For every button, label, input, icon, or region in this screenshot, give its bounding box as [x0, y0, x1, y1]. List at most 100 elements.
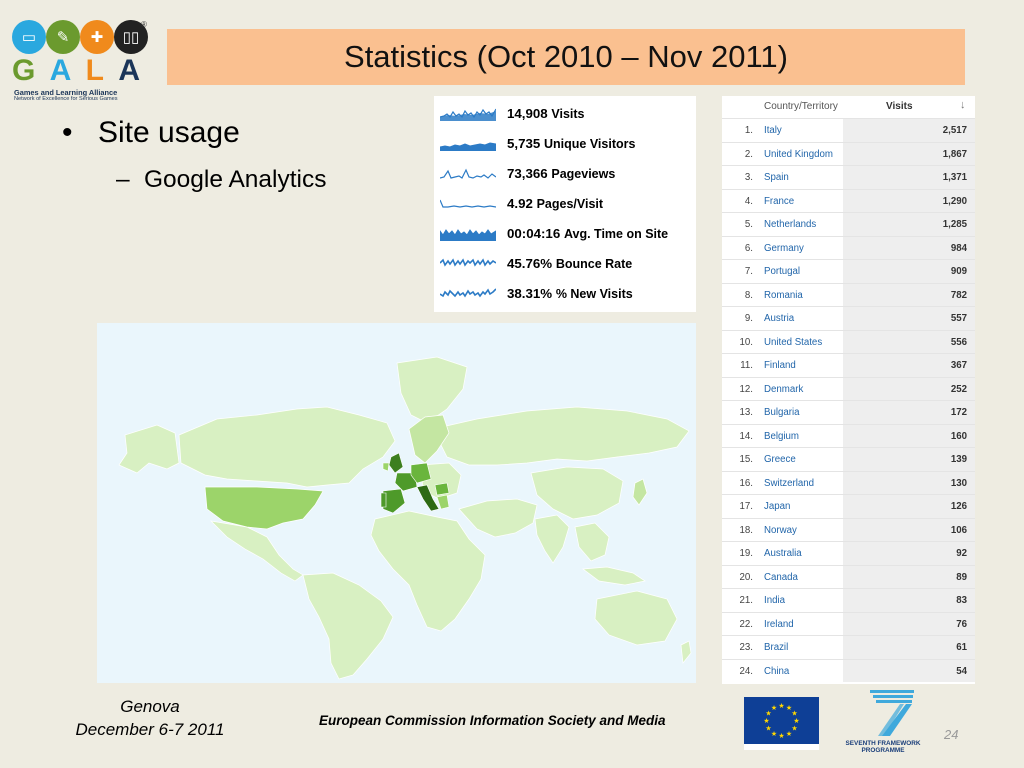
- stat-label: Visits: [551, 106, 585, 121]
- header-visits[interactable]: Visits: [886, 101, 913, 112]
- stat-value: 73,366: [507, 165, 548, 181]
- row-index: 6.: [744, 242, 753, 254]
- row-index: 8.: [744, 289, 753, 301]
- table-row[interactable]: 3. Spain 1,371: [722, 165, 975, 189]
- visits-value: 126: [950, 501, 967, 512]
- country-link[interactable]: Brazil: [764, 642, 789, 653]
- visits-cell: 2,517: [843, 119, 975, 142]
- country-link[interactable]: Spain: [764, 172, 789, 183]
- bullet-text: Google Analytics: [144, 166, 327, 193]
- table-row[interactable]: 15. Greece 139: [722, 447, 975, 471]
- country-link[interactable]: Denmark: [764, 383, 804, 395]
- visits-value: 61: [956, 642, 967, 653]
- logo-wordmark: G A L A: [12, 56, 142, 86]
- country-link[interactable]: Portugal: [764, 266, 801, 277]
- table-row[interactable]: 4. France 1,290: [722, 188, 975, 212]
- fp7-line2: PROGRAMME: [861, 747, 905, 754]
- row-index: 4.: [744, 195, 753, 207]
- country-link[interactable]: United States: [764, 336, 823, 348]
- table-row[interactable]: 6. Germany 984: [722, 235, 975, 259]
- table-row[interactable]: 10. United States 556: [722, 329, 975, 353]
- visits-cell: 1,371: [843, 166, 975, 189]
- table-row[interactable]: 14. Belgium 160: [722, 423, 975, 447]
- table-row[interactable]: 19. Australia 92: [722, 541, 975, 565]
- eu-star-icon: ★: [786, 730, 792, 738]
- table-row[interactable]: 11. Finland 367: [722, 353, 975, 377]
- table-row[interactable]: 5. Netherlands 1,285: [722, 212, 975, 236]
- table-row[interactable]: 22. Ireland 76: [722, 611, 975, 635]
- country-link[interactable]: France: [764, 195, 795, 207]
- table-row[interactable]: 7. Portugal 909: [722, 259, 975, 283]
- table-row[interactable]: 1. Italy 2,517: [722, 118, 975, 142]
- eu-star-icon: ★: [793, 717, 799, 725]
- country-link[interactable]: Switzerland: [764, 477, 815, 489]
- visits-value: 139: [950, 454, 967, 465]
- country-link[interactable]: Greece: [764, 454, 796, 465]
- country-link[interactable]: India: [764, 595, 786, 606]
- table-row[interactable]: 8. Romania 782: [722, 282, 975, 306]
- sparkline-time-on-site: [440, 229, 496, 241]
- logo-letter: A: [49, 54, 74, 87]
- table-row[interactable]: 13. Bulgaria 172: [722, 400, 975, 424]
- footer-place: Genova: [120, 697, 180, 716]
- stat-text: 4.92 Pages/Visit: [507, 196, 603, 211]
- footer-commission: European Commission Information Society …: [319, 713, 666, 728]
- stat-value: 00:04:16: [507, 225, 561, 241]
- table-row[interactable]: 17. Japan 126: [722, 494, 975, 518]
- stat-row: 4.92 Pages/Visit: [434, 190, 696, 216]
- country-link[interactable]: Finland: [764, 360, 796, 371]
- stat-text: 45.76% Bounce Rate: [507, 256, 632, 271]
- monitor-icon: ▭: [12, 20, 46, 54]
- table-row[interactable]: 16. Switzerland 130: [722, 470, 975, 494]
- slide-title: Statistics (Oct 2010 – Nov 2011): [344, 39, 788, 74]
- country-link[interactable]: Austria: [764, 313, 795, 324]
- world-map-graphic: [118, 356, 692, 680]
- visits-value: 160: [950, 430, 967, 442]
- page-number: 24: [944, 727, 959, 742]
- map-region-uk: [388, 452, 404, 474]
- table-row[interactable]: 2. United Kingdom 1,867: [722, 141, 975, 165]
- map-region-japan: [632, 478, 648, 506]
- country-link[interactable]: China: [764, 665, 790, 677]
- logo-circles: ▭ ✎ ✚ ▯▯ ®: [12, 20, 148, 56]
- table-row[interactable]: 20. Canada 89: [722, 564, 975, 588]
- sparkline-new-visits: [440, 288, 496, 298]
- visits-cell: 92: [843, 542, 975, 565]
- row-index: 14.: [739, 430, 753, 442]
- table-row[interactable]: 12. Denmark 252: [722, 376, 975, 400]
- visits-cell: 172: [843, 401, 975, 424]
- map-region-middle-east: [458, 498, 538, 538]
- sparkline-pages-visit: [440, 199, 496, 208]
- table-row[interactable]: 21. India 83: [722, 588, 975, 612]
- sparkline-bounce-rate: [440, 258, 496, 267]
- country-link[interactable]: Germany: [764, 242, 804, 254]
- visits-value: 367: [950, 360, 967, 371]
- country-link[interactable]: United Kingdom: [764, 148, 833, 160]
- row-index: 11.: [740, 360, 753, 371]
- sort-down-icon[interactable]: ↓: [960, 99, 966, 111]
- country-link[interactable]: Australia: [764, 548, 802, 559]
- visits-value: 92: [956, 548, 967, 559]
- country-link[interactable]: Belgium: [764, 430, 799, 442]
- row-index: 23.: [739, 642, 753, 653]
- bullet-marker: –: [116, 166, 130, 193]
- country-link[interactable]: Japan: [764, 501, 791, 512]
- country-link[interactable]: Norway: [764, 524, 797, 536]
- table-row[interactable]: 9. Austria 557: [722, 306, 975, 330]
- header-country[interactable]: Country/Territory: [764, 101, 838, 112]
- country-link[interactable]: Romania: [764, 289, 803, 301]
- row-index: 12.: [739, 383, 753, 395]
- stat-label: Pageviews: [551, 166, 616, 181]
- table-row[interactable]: 24. China 54: [722, 658, 975, 682]
- country-link[interactable]: Netherlands: [764, 219, 817, 230]
- logo-tagline: Games and Learning Alliance: [14, 88, 118, 97]
- country-link[interactable]: Canada: [764, 571, 798, 583]
- table-row[interactable]: 23. Brazil 61: [722, 635, 975, 659]
- row-index: 3.: [744, 172, 753, 183]
- table-row[interactable]: 18. Norway 106: [722, 517, 975, 541]
- visits-cell: 106: [843, 518, 975, 541]
- gamepad-icon: ✚: [80, 20, 114, 54]
- country-link[interactable]: Ireland: [764, 618, 794, 630]
- country-link[interactable]: Italy: [764, 125, 782, 136]
- country-link[interactable]: Bulgaria: [764, 407, 800, 418]
